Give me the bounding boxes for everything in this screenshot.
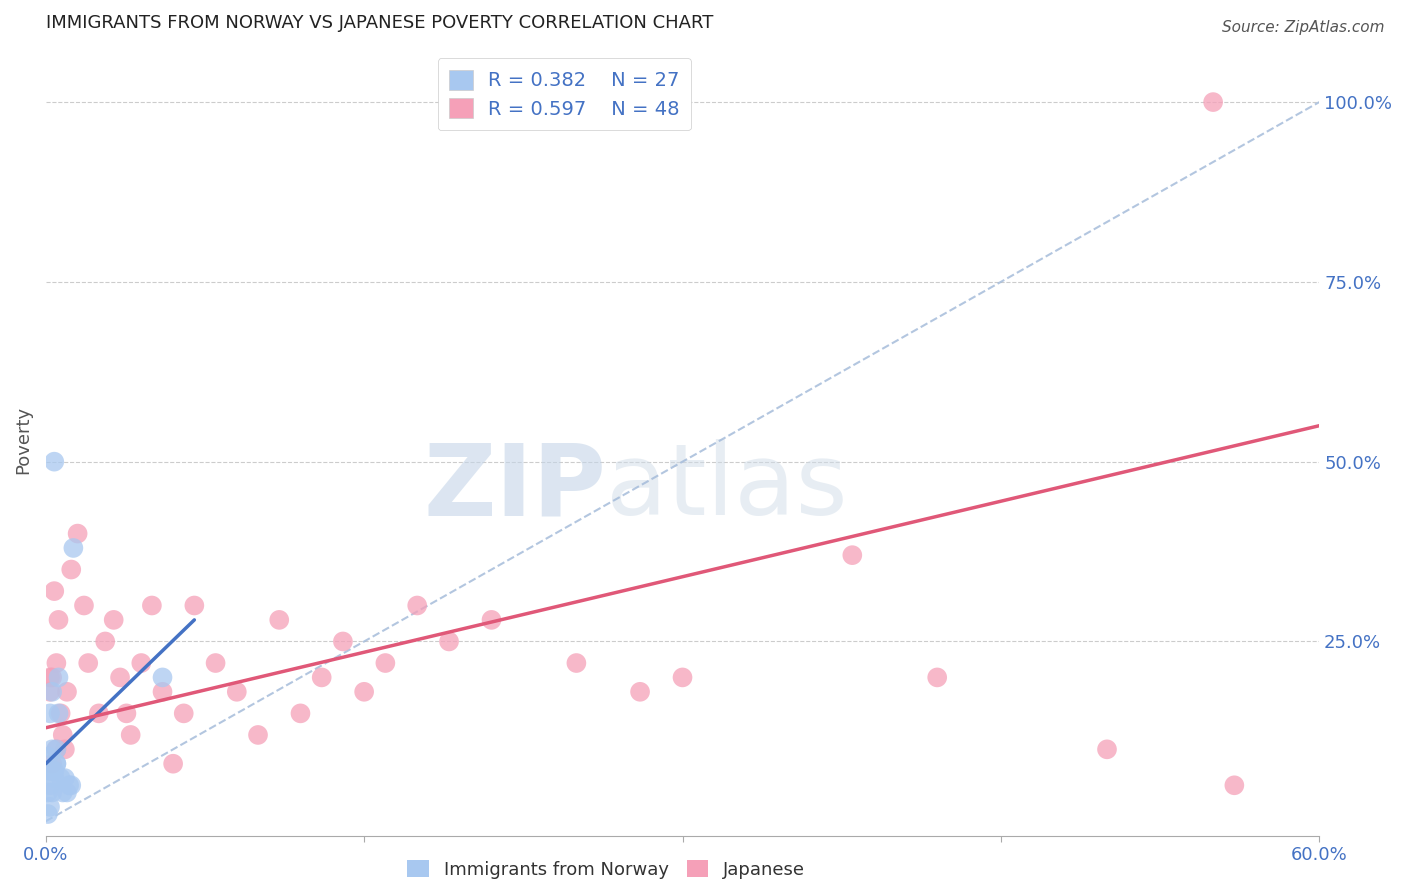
Point (39, 764, 62, 778)
Point (225, 685, 247, 699)
Point (58, 778, 80, 792)
Point (129, 656, 152, 670)
Point (45, 742, 67, 756)
Point (39, 685, 62, 699)
Point (56, 785, 79, 799)
Point (60, 778, 83, 792)
Point (45, 656, 67, 670)
Point (628, 685, 651, 699)
Point (45, 756, 67, 771)
Point (115, 706, 138, 721)
Point (247, 728, 270, 742)
Point (39, 670, 62, 684)
Point (41, 756, 63, 771)
Point (565, 656, 588, 670)
Point (56, 685, 79, 699)
Point (406, 599, 429, 613)
Point (41, 685, 63, 699)
Point (37, 807, 59, 822)
Point (94, 634, 117, 648)
Point (152, 670, 174, 684)
Point (1095, 742, 1118, 756)
Point (173, 706, 195, 721)
Point (48, 706, 70, 721)
Point (437, 634, 460, 648)
Point (671, 670, 693, 684)
Point (41, 764, 63, 778)
Point (48, 670, 70, 684)
Point (73, 599, 96, 613)
Text: Source: ZipAtlas.com: Source: ZipAtlas.com (1222, 20, 1385, 35)
Point (41, 742, 63, 756)
Point (120, 728, 142, 742)
Point (44, 455, 66, 469)
Point (62, 541, 84, 555)
Point (52, 728, 75, 742)
Point (53, 742, 76, 756)
Point (37, 785, 59, 799)
Point (183, 599, 205, 613)
Point (374, 656, 396, 670)
Point (49, 706, 72, 721)
Point (44, 584, 66, 599)
Point (353, 685, 375, 699)
Y-axis label: Poverty: Poverty (14, 406, 32, 475)
Point (332, 634, 354, 648)
Point (45, 742, 67, 756)
Point (311, 670, 333, 684)
Point (103, 613, 125, 627)
Point (66, 526, 89, 541)
Point (41, 785, 63, 799)
Point (269, 613, 291, 627)
Point (841, 548, 863, 562)
Point (39, 706, 62, 721)
Point (52, 785, 75, 799)
Point (290, 706, 312, 721)
Point (49, 771, 72, 785)
Point (152, 685, 174, 699)
Point (41, 670, 63, 684)
Text: ZIP: ZIP (423, 439, 606, 536)
Point (481, 613, 503, 627)
Point (39, 778, 62, 792)
Point (204, 656, 226, 670)
Point (45, 756, 67, 771)
Point (48, 613, 70, 627)
Point (141, 599, 163, 613)
Point (39, 800, 62, 814)
Point (44, 764, 66, 778)
Point (108, 670, 131, 684)
Point (1223, 778, 1246, 792)
Point (53, 771, 76, 785)
Point (87, 706, 110, 721)
Text: IMMIGRANTS FROM NORWAY VS JAPANESE POVERTY CORRELATION CHART: IMMIGRANTS FROM NORWAY VS JAPANESE POVER… (46, 14, 713, 32)
Point (77, 656, 100, 670)
Point (162, 756, 184, 771)
Point (1202, 95, 1225, 109)
Legend: Immigrants from Norway, Japanese: Immigrants from Norway, Japanese (401, 854, 813, 886)
Text: atlas: atlas (606, 439, 848, 536)
Point (44, 771, 66, 785)
Point (927, 670, 949, 684)
Point (37, 749, 59, 764)
Point (60, 562, 83, 576)
